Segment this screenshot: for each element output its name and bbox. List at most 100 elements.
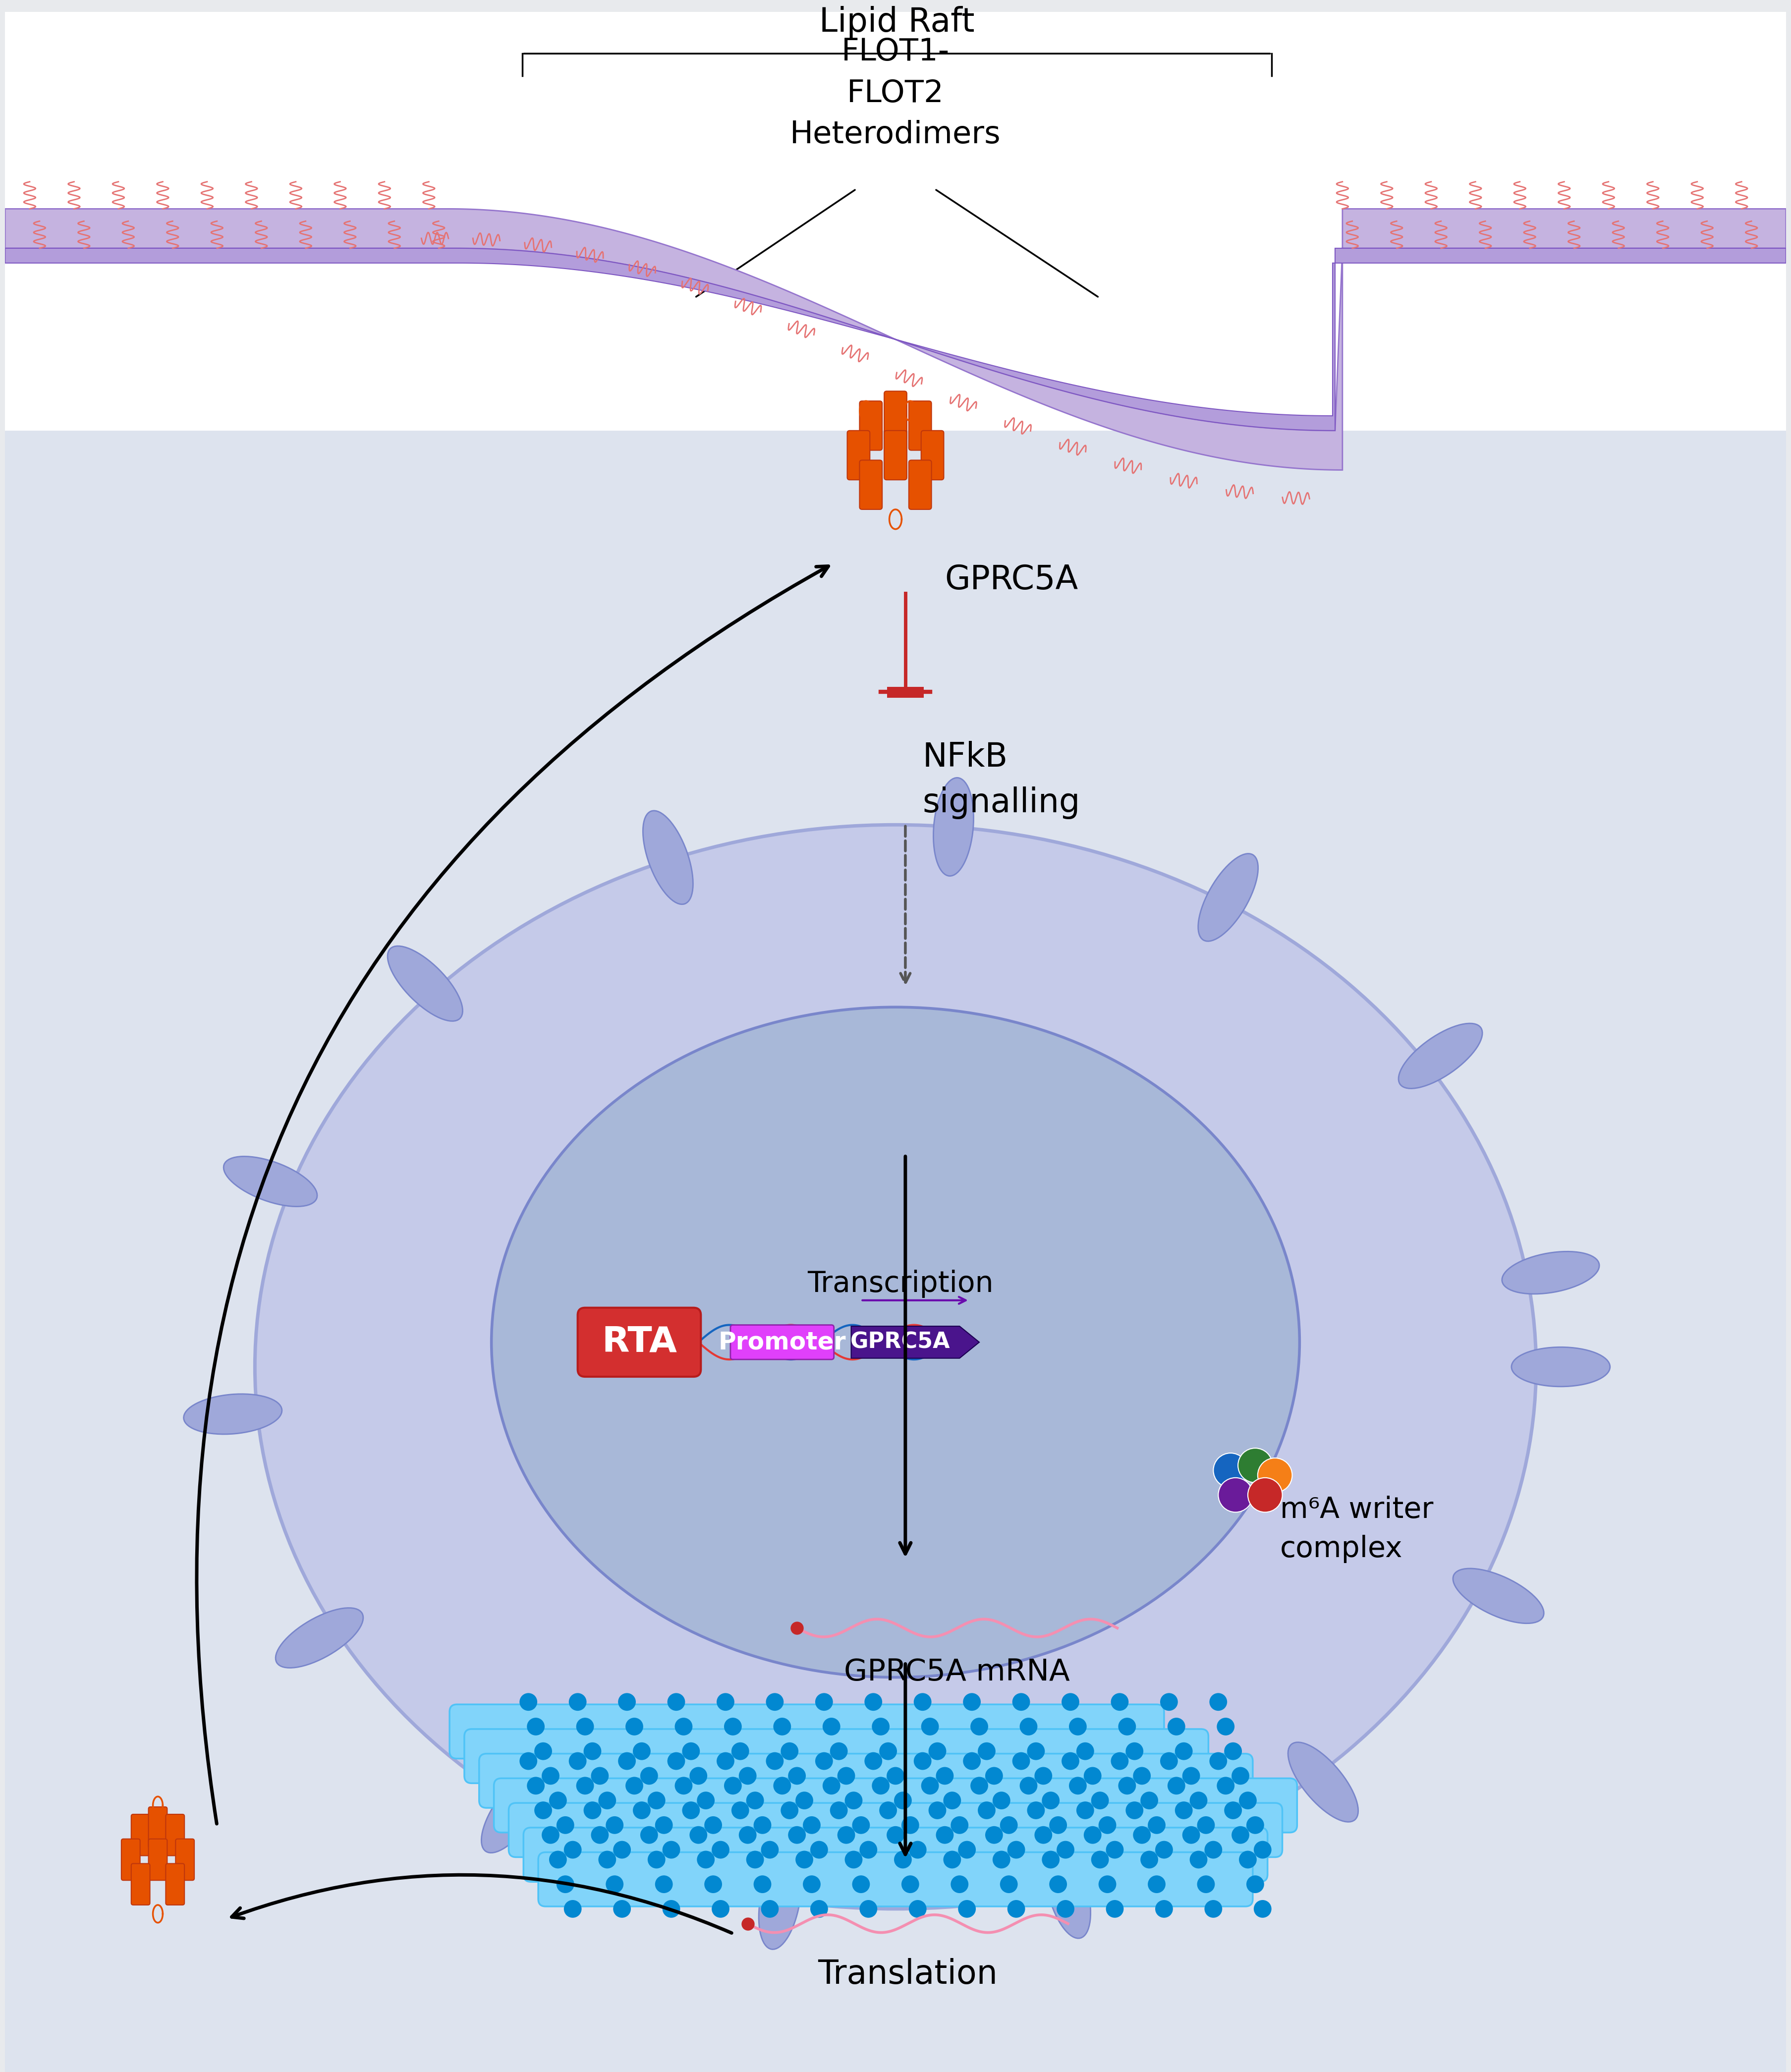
Circle shape [570, 1753, 586, 1769]
Circle shape [675, 1718, 693, 1736]
Text: GPRC5A: GPRC5A [946, 564, 1078, 597]
Circle shape [668, 1753, 686, 1769]
Circle shape [1225, 1801, 1241, 1819]
Circle shape [577, 1778, 595, 1794]
Polygon shape [5, 209, 1786, 470]
Circle shape [951, 1817, 969, 1834]
Circle shape [1134, 1825, 1152, 1844]
Circle shape [550, 1792, 566, 1809]
Circle shape [1076, 1801, 1094, 1819]
Circle shape [944, 1792, 962, 1809]
Ellipse shape [1399, 1024, 1483, 1088]
Circle shape [999, 1875, 1017, 1894]
Circle shape [584, 1801, 602, 1819]
Circle shape [781, 1743, 799, 1759]
FancyBboxPatch shape [908, 402, 931, 450]
Circle shape [971, 1778, 989, 1794]
Circle shape [767, 1753, 784, 1769]
Circle shape [795, 1850, 813, 1869]
Circle shape [838, 1767, 854, 1784]
Circle shape [1213, 1452, 1248, 1488]
Circle shape [740, 1825, 756, 1844]
FancyBboxPatch shape [149, 1840, 167, 1879]
Ellipse shape [1503, 1251, 1599, 1293]
FancyBboxPatch shape [122, 1840, 140, 1879]
Circle shape [1189, 1792, 1207, 1809]
Ellipse shape [759, 1852, 801, 1950]
Ellipse shape [184, 1394, 281, 1434]
Circle shape [838, 1825, 854, 1844]
Circle shape [1182, 1825, 1200, 1844]
Circle shape [1076, 1743, 1094, 1759]
Circle shape [921, 1778, 938, 1794]
FancyBboxPatch shape [480, 1753, 1252, 1809]
Polygon shape [5, 431, 1786, 2072]
Ellipse shape [1512, 1347, 1610, 1386]
Circle shape [829, 1743, 847, 1759]
Circle shape [1209, 1693, 1227, 1711]
Circle shape [865, 1753, 883, 1769]
FancyBboxPatch shape [860, 460, 883, 510]
Text: GPRC5A: GPRC5A [851, 1332, 951, 1353]
Circle shape [534, 1801, 552, 1819]
FancyBboxPatch shape [167, 1863, 184, 1904]
Circle shape [519, 1693, 537, 1711]
Circle shape [1232, 1825, 1250, 1844]
Circle shape [584, 1743, 602, 1759]
Ellipse shape [643, 810, 693, 903]
Circle shape [992, 1792, 1010, 1809]
Circle shape [1141, 1850, 1159, 1869]
FancyBboxPatch shape [494, 1778, 1297, 1832]
Circle shape [747, 1850, 765, 1869]
Circle shape [958, 1840, 976, 1859]
Circle shape [711, 1840, 729, 1859]
Circle shape [901, 1817, 919, 1834]
Circle shape [1254, 1840, 1272, 1859]
Circle shape [697, 1792, 715, 1809]
Circle shape [845, 1792, 863, 1809]
Circle shape [1239, 1850, 1257, 1869]
Circle shape [632, 1743, 650, 1759]
Circle shape [810, 1840, 827, 1859]
Circle shape [894, 1792, 912, 1809]
Circle shape [802, 1817, 820, 1834]
Text: FLOT1-
FLOT2
Heterodimers: FLOT1- FLOT2 Heterodimers [790, 37, 1001, 149]
Circle shape [1091, 1792, 1109, 1809]
Circle shape [1069, 1778, 1087, 1794]
Circle shape [788, 1767, 806, 1784]
Circle shape [774, 1778, 792, 1794]
Circle shape [1141, 1792, 1159, 1809]
Ellipse shape [1198, 854, 1257, 941]
Text: Promoter: Promoter [718, 1330, 845, 1355]
Circle shape [697, 1850, 715, 1869]
Circle shape [1019, 1718, 1037, 1736]
Circle shape [1069, 1718, 1087, 1736]
Circle shape [1148, 1817, 1166, 1834]
Polygon shape [5, 249, 1786, 431]
Circle shape [682, 1743, 700, 1759]
Circle shape [1062, 1753, 1080, 1769]
Circle shape [1182, 1767, 1200, 1784]
Circle shape [625, 1718, 643, 1736]
Circle shape [1035, 1825, 1051, 1844]
Circle shape [1196, 1875, 1214, 1894]
Circle shape [781, 1801, 799, 1819]
Ellipse shape [933, 777, 974, 876]
Circle shape [1225, 1743, 1241, 1759]
Circle shape [1012, 1693, 1030, 1711]
Circle shape [1238, 1448, 1272, 1484]
Ellipse shape [387, 947, 462, 1021]
Circle shape [1232, 1767, 1250, 1784]
Circle shape [591, 1825, 609, 1844]
Circle shape [913, 1753, 931, 1769]
Circle shape [598, 1850, 616, 1869]
Text: Transcription: Transcription [808, 1270, 994, 1297]
FancyBboxPatch shape [450, 1705, 1164, 1759]
Circle shape [1042, 1792, 1060, 1809]
Text: NFkB
signalling: NFkB signalling [922, 742, 1080, 818]
Circle shape [639, 1767, 657, 1784]
Circle shape [690, 1767, 707, 1784]
FancyBboxPatch shape [860, 402, 883, 450]
Circle shape [1125, 1743, 1143, 1759]
Circle shape [985, 1767, 1003, 1784]
